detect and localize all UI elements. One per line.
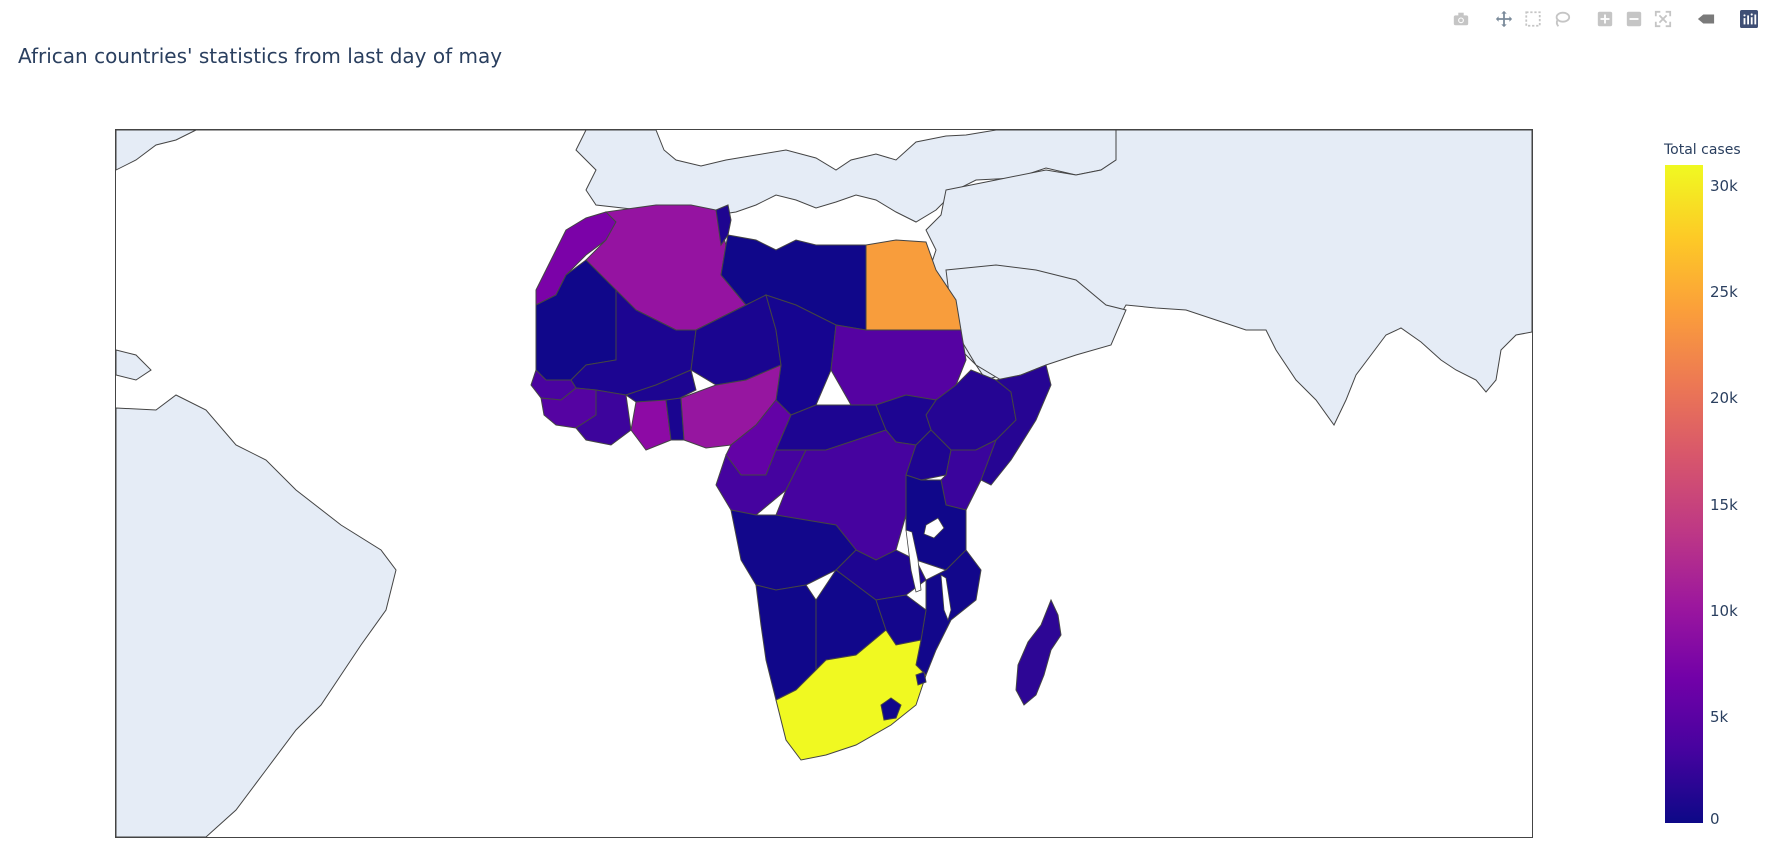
chart-title: African countries' statistics from last … [18, 44, 503, 68]
country-madagascar[interactable] [1015, 598, 1062, 706]
box-select-icon[interactable] [1522, 8, 1544, 30]
country-tunisia[interactable] [715, 204, 732, 247]
lake-victoria [923, 517, 945, 539]
country-somalia[interactable] [980, 364, 1052, 486]
modebar-group-zoom [1587, 8, 1674, 30]
modebar-group-drag [1486, 8, 1573, 30]
colorbar-tick-30k: 30k [1710, 177, 1738, 196]
country-ivory-coast[interactable] [575, 389, 632, 446]
colorbar-tick-0: 0 [1710, 810, 1720, 828]
country-south-africa[interactable] [775, 629, 927, 761]
colorbar-tick-5k: 5k [1710, 707, 1729, 726]
lake-malawi [940, 574, 952, 622]
hover-icon[interactable] [1695, 8, 1717, 30]
modebar-group-export [1443, 8, 1472, 30]
pan-icon[interactable] [1493, 8, 1515, 30]
colorbar-tick-10k: 10k [1710, 601, 1738, 620]
colorbar-tick-15k: 15k [1710, 495, 1738, 514]
plotly-logo-icon[interactable] [1738, 8, 1760, 30]
modebar-group-logo [1731, 8, 1760, 30]
camera-icon[interactable] [1450, 8, 1472, 30]
map-frame[interactable] [115, 129, 1533, 838]
zoom-out-icon[interactable] [1623, 8, 1645, 30]
land-west-small [116, 349, 152, 381]
land-north-atlantic-islands [116, 130, 197, 171]
country-morocco[interactable] [535, 211, 617, 306]
colorbar [1665, 165, 1703, 823]
zoom-in-icon[interactable] [1594, 8, 1616, 30]
country-layer [530, 204, 1052, 761]
modebar-group-hover [1688, 8, 1717, 30]
country-lesotho[interactable] [880, 697, 902, 721]
modebar [1429, 8, 1760, 30]
lasso-icon[interactable] [1551, 8, 1573, 30]
lake-tanganyika [905, 529, 922, 593]
colorbar-tick-25k: 25k [1710, 283, 1738, 302]
map-svg[interactable] [116, 130, 1532, 837]
colorbar-tick-20k: 20k [1710, 389, 1738, 408]
reset-icon[interactable] [1652, 8, 1674, 30]
colorbar-title: Total cases [1664, 142, 1741, 158]
land-arabia [945, 264, 1127, 381]
land-south-america [116, 394, 397, 837]
country-eswatini[interactable] [915, 671, 927, 686]
country-ghana[interactable] [630, 399, 672, 451]
